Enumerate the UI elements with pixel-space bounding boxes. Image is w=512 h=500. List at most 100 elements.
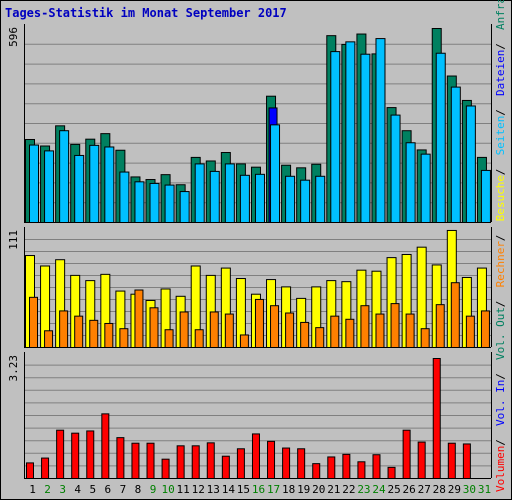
rechner-bar [59, 310, 69, 349]
volumen-bar [312, 463, 321, 479]
volumen-bar [417, 441, 426, 480]
panel-max-label: 111 [7, 230, 20, 250]
volumen-bar [56, 429, 65, 480]
legend-entry: Vol. In [494, 380, 507, 426]
volumen-bar [206, 442, 215, 479]
seiten-bar [405, 142, 416, 223]
seiten-bar [89, 144, 100, 223]
rechner-bar [224, 313, 234, 349]
legend-entry: Rechner [494, 241, 507, 288]
day-label: 7 [120, 483, 127, 496]
rechner-bar [44, 330, 54, 348]
legend-entry: Vol. Out [494, 307, 507, 360]
rechner-bar [420, 328, 430, 348]
legend-entry: Anfragen [494, 0, 507, 30]
volumen-bar [342, 453, 351, 479]
volumen-bar [387, 466, 396, 480]
volumen-bar [462, 443, 471, 479]
legend-separator: / [494, 373, 507, 380]
volumen-bar [131, 442, 140, 479]
rechner-bar [375, 313, 385, 349]
day-label: 13 [207, 483, 220, 496]
volumen-bar [191, 445, 200, 479]
legend-separator: / [494, 439, 507, 446]
volumen-bar [327, 456, 336, 480]
seiten-bar [179, 191, 190, 223]
volumen-bar [221, 455, 230, 480]
seiten-bar [29, 144, 39, 223]
day-label: 12 [192, 483, 205, 496]
rechner-bar [149, 307, 159, 349]
legend-separator: / [494, 235, 507, 242]
seiten-bar [375, 38, 386, 223]
rechner-bar [194, 329, 204, 348]
day-label: 5 [89, 483, 96, 496]
rechner-bar [209, 311, 219, 349]
day-label: 1 [29, 483, 36, 496]
seiten-bar [300, 179, 311, 224]
volumen-bar [176, 445, 185, 479]
volumen-bar [251, 433, 260, 480]
day-label: 20 [312, 483, 325, 496]
volumen-bar [402, 429, 411, 480]
day-label: 15 [237, 483, 250, 496]
day-label: 22 [342, 483, 355, 496]
seiten-bar [390, 114, 401, 223]
volumen-bar [357, 461, 366, 480]
day-label: 17 [267, 483, 280, 496]
day-label: 11 [177, 483, 190, 496]
seiten-bar [104, 146, 115, 223]
day-label: 18 [282, 483, 295, 496]
volumen-bar [146, 442, 155, 479]
panel-max-label: 596 [7, 27, 20, 47]
rechner-bar [390, 303, 400, 348]
rechner-bar [74, 315, 84, 349]
seiten-bar [465, 105, 476, 223]
rechner-bar [104, 322, 114, 348]
rechner-bar [330, 315, 340, 349]
volumen-bar [71, 432, 80, 480]
volumen-bar [116, 437, 125, 479]
seiten-bar [194, 163, 205, 223]
seiten-bar [330, 51, 341, 224]
legend-entry: Dateien [494, 50, 507, 96]
day-label: 19 [297, 483, 310, 496]
seiten-bar [134, 181, 145, 224]
seiten-bar [285, 175, 296, 223]
seiten-bar [44, 150, 55, 224]
volumen-bar [26, 462, 34, 479]
day-label: 27 [418, 483, 431, 496]
rechner-bar [480, 310, 490, 349]
seiten-bar [420, 153, 431, 224]
seiten-bar [435, 52, 446, 224]
volumen-bar [101, 413, 110, 480]
legend-separator: / [494, 301, 507, 308]
day-label: 28 [433, 483, 446, 496]
rechner-bar [164, 329, 174, 348]
rechner-bar [465, 315, 475, 349]
legend-entry: Seiten [494, 116, 507, 156]
day-label: 24 [372, 483, 386, 496]
chart-title: Tages-Statistik im Monat September 2017 [5, 6, 287, 20]
volumen-bar [432, 358, 441, 479]
legend-separator: / [494, 109, 507, 116]
seiten-bar [74, 154, 85, 223]
seiten-bar [59, 130, 70, 223]
rechner-bar [405, 313, 415, 349]
seiten-bar [315, 175, 326, 223]
volumen-bar [297, 448, 306, 479]
day-label: 25 [387, 483, 400, 496]
volumen-bar [86, 430, 95, 480]
legend-separator: / [494, 169, 507, 176]
volumen-bar [161, 458, 170, 480]
seiten-bar [164, 184, 175, 223]
day-label: 10 [161, 483, 174, 496]
day-label: 8 [135, 483, 142, 496]
legend-entry: Besuche [494, 175, 507, 221]
day-label: 16 [252, 483, 265, 496]
volumen-bar [447, 442, 456, 479]
day-label: 23 [357, 483, 370, 496]
volumen-bar [282, 447, 291, 480]
rechner-bar [450, 282, 460, 349]
seiten-bar [480, 169, 491, 223]
